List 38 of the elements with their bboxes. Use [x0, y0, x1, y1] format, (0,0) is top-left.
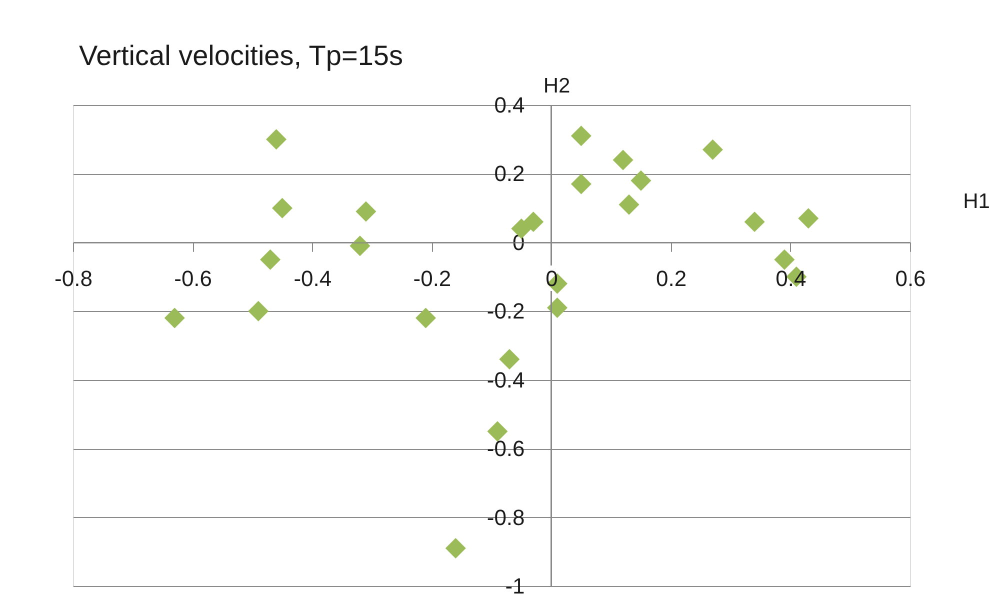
- point: [248, 300, 269, 322]
- point: [570, 126, 592, 146]
- x-tick-label: -0.6: [174, 266, 212, 291]
- point: [350, 236, 370, 256]
- y-tick-label: -0.8: [486, 504, 525, 530]
- x-tick-label: -0.4: [294, 266, 332, 291]
- y-tick-label: 0.2: [494, 161, 525, 186]
- point: [612, 150, 634, 170]
- point: [445, 538, 466, 558]
- y-tick-label: -1: [505, 574, 525, 598]
- y-tick-label: -0.2: [486, 298, 525, 324]
- point: [415, 308, 436, 328]
- y-tick-label: 0.4: [494, 92, 525, 118]
- point: [618, 194, 640, 215]
- point: [266, 129, 287, 150]
- x-tick-label: -0.8: [54, 266, 92, 291]
- point: [630, 170, 652, 191]
- point: [702, 139, 723, 160]
- x-tick-label: 0.2: [656, 266, 687, 291]
- x-axis-title: H1: [963, 190, 990, 213]
- point: [570, 174, 592, 194]
- point: [260, 249, 281, 270]
- point: [798, 208, 819, 229]
- y-axis-title: H2: [543, 74, 570, 98]
- point: [547, 297, 568, 318]
- point: [744, 212, 765, 232]
- x-tick-label: -0.2: [413, 266, 452, 291]
- y-tick-label: -0.4: [486, 367, 525, 392]
- chart-title: Vertical velocities, Tp=15s: [79, 40, 403, 71]
- point: [774, 249, 795, 270]
- point: [272, 198, 292, 218]
- point: [499, 348, 520, 370]
- x-tick-label: 0.6: [895, 266, 926, 291]
- point: [164, 308, 185, 328]
- point: [487, 421, 508, 442]
- point: [356, 201, 376, 222]
- point: [523, 212, 544, 232]
- y-tick-label: -0.6: [486, 436, 525, 462]
